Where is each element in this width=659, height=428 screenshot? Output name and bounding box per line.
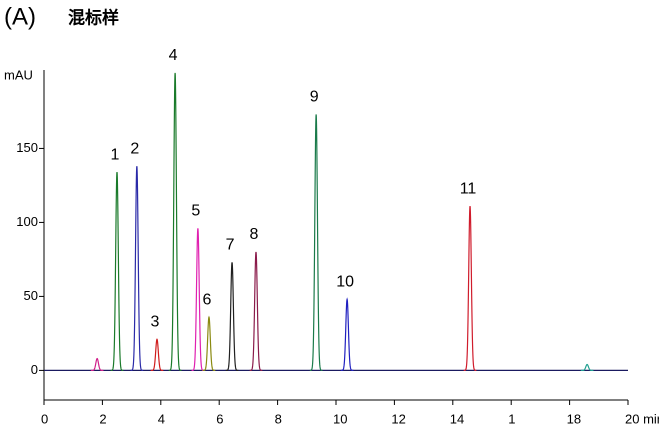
peak: [309, 114, 323, 371]
peak-label: 3: [151, 314, 160, 331]
x-tick-label: 0: [41, 411, 48, 426]
peak-label: 10: [336, 274, 354, 291]
peak: [191, 228, 205, 371]
y-axis-label: mAU: [4, 67, 33, 82]
x-tick-label: 10: [333, 411, 347, 426]
peak: [249, 251, 263, 371]
peak: [90, 357, 104, 371]
peak: [463, 206, 477, 371]
peak-label: 8: [250, 226, 259, 243]
x-tick-label: 12: [391, 411, 405, 426]
x-tick-label: 4: [158, 411, 165, 426]
peak: [168, 72, 182, 371]
x-tick-label: 8: [275, 411, 282, 426]
peak: [110, 172, 124, 371]
peak: [225, 262, 239, 371]
y-tick-label: 0: [31, 362, 38, 377]
x-tick-label: 6: [216, 411, 223, 426]
peak: [340, 297, 354, 371]
y-tick-label: 150: [16, 140, 38, 155]
peak: [150, 338, 164, 371]
peak-label: 4: [169, 47, 178, 64]
x-tick-label: 20 min: [625, 411, 659, 426]
y-tick-label: 50: [24, 288, 38, 303]
x-tick-label: 2: [99, 411, 106, 426]
peak-label: 11: [460, 180, 477, 197]
peak-label: 6: [203, 291, 212, 308]
peak-label: 1: [111, 146, 120, 163]
y-tick-label: 100: [16, 214, 38, 229]
peak: [202, 315, 216, 371]
peak-label: 5: [191, 203, 200, 220]
peak-label: 9: [310, 89, 319, 106]
x-tick-label: 18: [567, 411, 581, 426]
chart-title: 混标样: [68, 7, 119, 27]
peak-label: 2: [130, 140, 139, 157]
peak: [580, 363, 594, 371]
panel-label: (A): [4, 3, 36, 30]
peak-label: 7: [226, 237, 235, 254]
x-tick-label: 14: [450, 411, 464, 426]
x-tick-label: 1: [508, 411, 515, 426]
peak: [130, 166, 144, 371]
